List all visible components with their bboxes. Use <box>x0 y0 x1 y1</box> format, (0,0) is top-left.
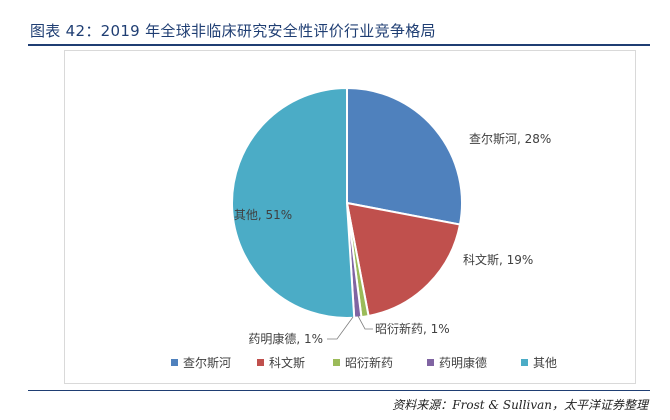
data-label-2: 科文斯, 19% <box>463 252 533 267</box>
figure-title: 图表 42：2019 年全球非临床研究安全性评价行业竞争格局 <box>30 22 436 40</box>
leader-lines <box>327 315 373 340</box>
pie-slice-2 <box>345 201 462 318</box>
legend-swatch-2 <box>257 359 264 366</box>
legend-label-4: 药明康德 <box>439 355 487 370</box>
legend-label-3: 昭衍新药 <box>345 355 393 370</box>
source-note: 资料来源：Frost & Sullivan，太平洋证券整理 <box>392 398 648 412</box>
title-divider <box>28 44 650 46</box>
legend-label-1: 查尔斯河 <box>183 355 231 370</box>
data-label-1: 查尔斯河, 28% <box>469 131 551 146</box>
legend-swatch-5 <box>521 359 528 366</box>
data-label-5: 其他, 51% <box>234 208 292 222</box>
legend-label-2: 科文斯 <box>269 355 305 370</box>
legend-swatch-4 <box>427 359 434 366</box>
pie-slice-5 <box>231 86 356 319</box>
data-label-3: 昭衍新药, 1% <box>375 321 450 336</box>
leader-line-4 <box>327 316 354 340</box>
pie-chart: 查尔斯河, 28% 科文斯, 19% 昭衍新药, 1% 药明康德, 1% 其他, 51%… <box>171 86 557 370</box>
leader-line-3 <box>357 315 373 330</box>
data-label-4: 药明康德, 1% <box>248 331 323 346</box>
pie-slice-1 <box>346 86 463 226</box>
legend-swatch-3 <box>333 359 340 366</box>
legend-label-5: 其他 <box>533 356 557 370</box>
data-labels: 查尔斯河, 28% 科文斯, 19% 昭衍新药, 1% 药明康德, 1% 其他, 51% <box>234 131 551 346</box>
legend-swatch-1 <box>171 359 178 366</box>
footer-divider <box>28 390 650 391</box>
chart-frame: 查尔斯河, 28% 科文斯, 19% 昭衍新药, 1% 药明康德, 1% 其他, 51%… <box>64 50 636 384</box>
pie-slices <box>231 86 463 319</box>
legend: 查尔斯河 科文斯 昭衍新药 药明康德 其他 <box>171 355 557 370</box>
